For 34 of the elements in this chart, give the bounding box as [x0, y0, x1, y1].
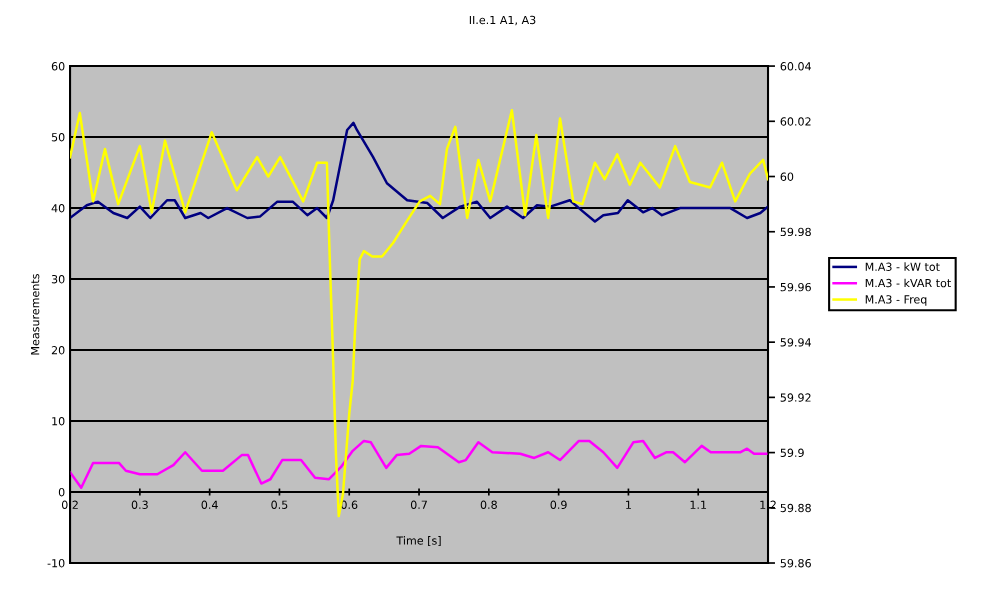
- chart-title: II.e.1 A1, A3: [469, 15, 536, 26]
- y2-tick-label: 59.96: [780, 282, 811, 292]
- y2-tick-label: 60.02: [780, 117, 811, 126]
- legend-label: M.A3 - kVAR tot: [865, 278, 951, 288]
- y-tick-label: -10: [47, 558, 65, 568]
- y2-tick-label: 59.9: [780, 448, 804, 457]
- y-tick-label: 0: [58, 488, 65, 497]
- x-tick-label: 0.7: [410, 500, 427, 509]
- y-tick-label: 60: [51, 62, 65, 71]
- y-tick-label: 40: [51, 204, 65, 213]
- line-series: [70, 439, 769, 490]
- y2-tick-label: 60.04: [780, 62, 812, 71]
- x-tick-label: 0.3: [131, 500, 148, 509]
- x-tick-label: 0.9: [550, 500, 567, 509]
- y-axis-title: Measurements: [31, 274, 40, 355]
- y2-tick-label: 59.92: [780, 393, 811, 402]
- x-tick-label: 1.1: [690, 500, 707, 509]
- x-tick-label: 0.5: [271, 500, 288, 509]
- y-tick-label: 30: [51, 275, 65, 284]
- legend-label: M.A3 - Freq: [865, 295, 927, 306]
- x-tick-label: 1: [626, 500, 631, 509]
- y2-tick-label: 59.98: [780, 227, 811, 237]
- line-series: [70, 121, 769, 223]
- y2-tick-label: 59.86: [780, 558, 811, 568]
- x-tick-label: 0.8: [480, 500, 497, 509]
- x-tick-label: 0.4: [201, 500, 218, 509]
- y-tick-label: 10: [52, 417, 65, 426]
- y-tick-label: 20: [51, 346, 65, 355]
- legend-label: M.A3 - kW tot: [865, 262, 940, 271]
- y-tick-label: 50: [51, 133, 65, 142]
- y2-tick-label: 59.88: [780, 503, 811, 513]
- x-axis-title: Time [s]: [396, 536, 441, 547]
- y2-tick-label: 59.94: [780, 338, 812, 347]
- y2-tick-label: 60: [780, 172, 794, 181]
